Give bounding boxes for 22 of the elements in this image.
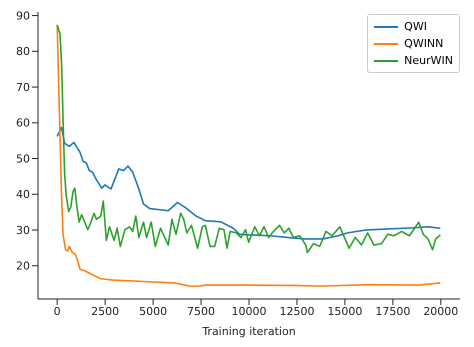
x-tick-label: 20000 (423, 304, 458, 318)
x-tick-label: 7500 (187, 304, 216, 318)
x-tick-label: 17500 (375, 304, 410, 318)
x-tick-label: 12500 (279, 304, 314, 318)
x-tick-label: 10000 (232, 304, 266, 318)
x-tick-label: 5000 (139, 304, 168, 318)
y-tick-label: 20 (16, 260, 30, 273)
y-tick-label: 30 (16, 224, 30, 237)
y-tick-label: 70 (16, 80, 30, 94)
x-tick-label: 15000 (327, 304, 362, 318)
y-tick-label: 60 (16, 116, 30, 130)
y-tick-label: 90 (16, 9, 30, 22)
y-tick-label: 40 (16, 188, 30, 202)
line-series (56, 126, 442, 240)
legend-label: QWINN (404, 36, 444, 52)
x-tick-label: 2500 (91, 304, 120, 318)
legend-label: QWI (404, 19, 427, 35)
y-tick-label: 50 (16, 152, 30, 166)
y-tick-label: 80 (16, 45, 30, 58)
legend-label: NeurWIN (404, 53, 453, 69)
x-axis-title: Training iteration (201, 325, 296, 338)
x-tick-label: 0 (54, 304, 61, 318)
